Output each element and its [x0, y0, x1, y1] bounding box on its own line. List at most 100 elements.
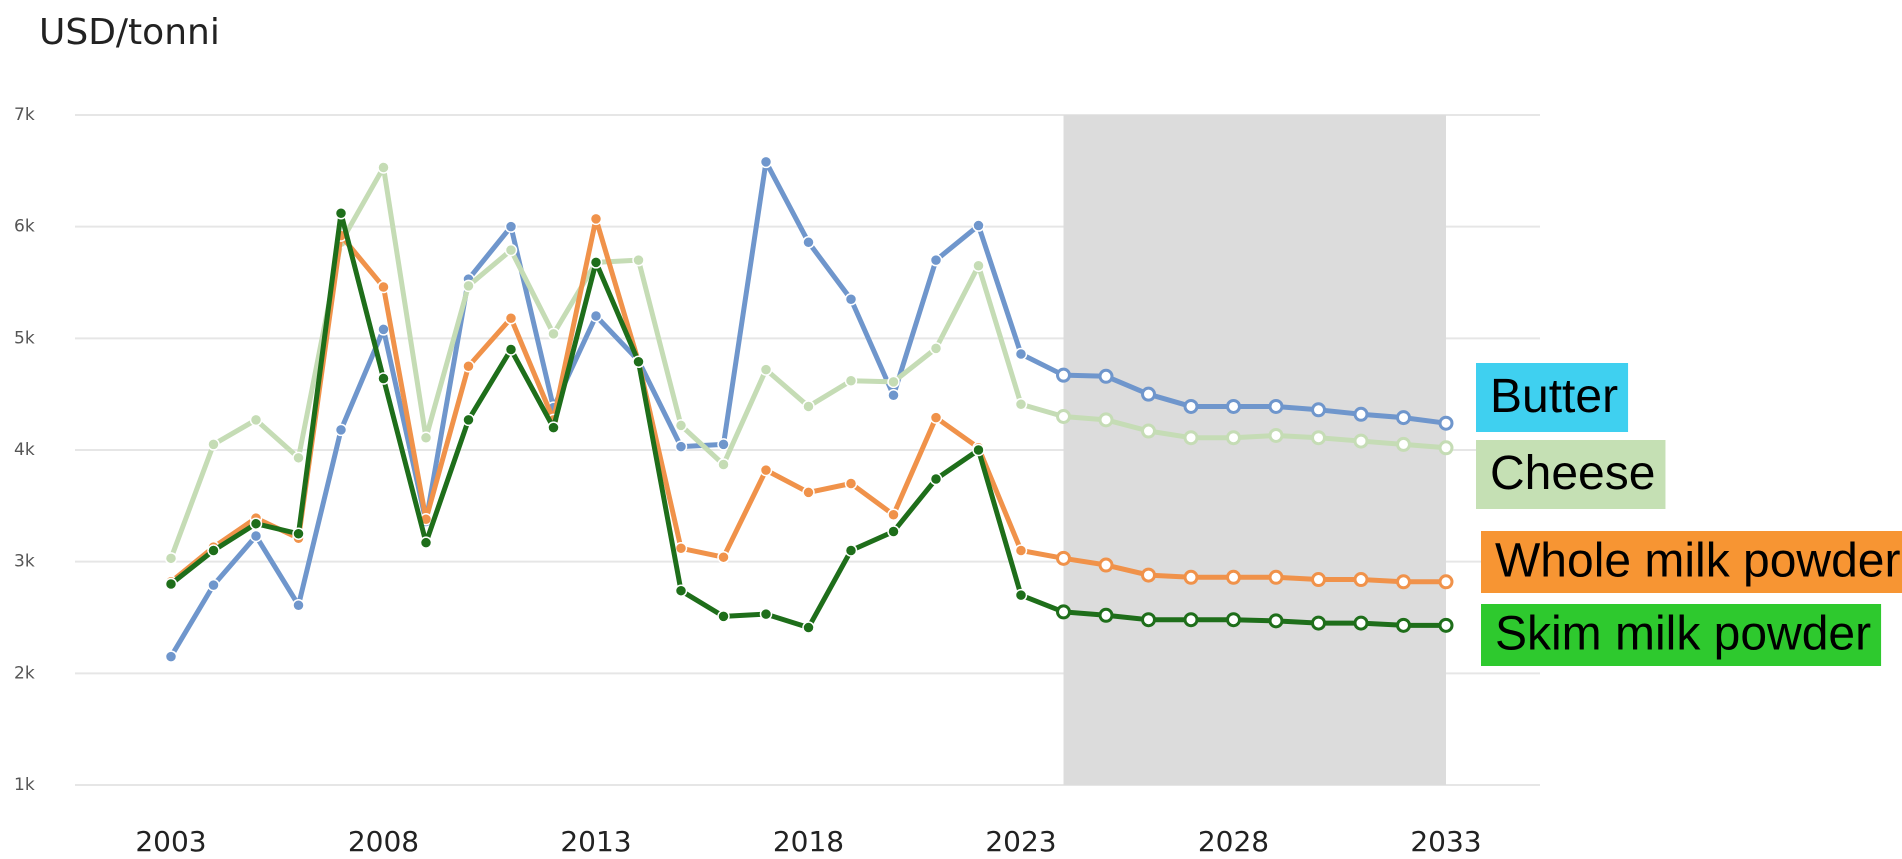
- forecast-point: [1311, 572, 1326, 588]
- data-point: [589, 309, 603, 323]
- forecast-point: [1396, 436, 1411, 452]
- data-point: [929, 253, 943, 267]
- forecast-point: [1226, 398, 1241, 414]
- data-point: [717, 458, 730, 471]
- forecast-point: [1268, 569, 1284, 585]
- data-point: [249, 517, 263, 530]
- data-point: [377, 280, 390, 294]
- forecast-point: [1396, 617, 1411, 633]
- data-point: [717, 438, 730, 451]
- data-point: [462, 279, 475, 293]
- forecast-point: [1438, 415, 1454, 431]
- legend-swatch: [1481, 604, 1882, 666]
- axis-unit-label: USD/tonni: [39, 12, 220, 53]
- data-point: [207, 578, 220, 592]
- data-point: [547, 421, 560, 434]
- x-tick-label: 2013: [560, 825, 631, 858]
- data-point: [547, 327, 560, 341]
- forecast-point: [1183, 612, 1199, 628]
- forecast-point: [1183, 569, 1199, 585]
- data-point: [377, 161, 390, 174]
- data-point: [674, 440, 688, 453]
- forecast-point: [1268, 613, 1284, 629]
- data-point: [632, 355, 645, 369]
- legend-label: Skim milk powder: [1495, 608, 1871, 661]
- data-point: [462, 413, 475, 427]
- data-point: [462, 360, 475, 373]
- data-point: [1014, 588, 1028, 602]
- forecast-point: [1396, 410, 1411, 426]
- forecast-point: [1311, 430, 1326, 446]
- forecast-point: [1353, 406, 1369, 422]
- legend-swatch: [1476, 440, 1666, 509]
- forecast-point: [1056, 604, 1071, 620]
- data-point: [759, 463, 773, 477]
- y-tick-label: 1k: [14, 775, 35, 795]
- forecast-point: [1056, 367, 1071, 383]
- data-point: [334, 423, 348, 437]
- data-point: [929, 342, 943, 355]
- data-point: [844, 544, 858, 557]
- forecast-point: [1098, 368, 1114, 384]
- forecast-point: [1141, 423, 1156, 439]
- data-point: [802, 400, 815, 413]
- forecast-point: [1098, 412, 1114, 428]
- x-tick-label: 2028: [1198, 825, 1269, 858]
- data-point: [759, 155, 773, 169]
- forecast-point: [1056, 550, 1071, 566]
- y-tick-label: 5k: [14, 328, 35, 348]
- data-point: [844, 293, 858, 306]
- data-point: [377, 323, 390, 336]
- legend-label: Butter: [1490, 370, 1618, 423]
- forecast-point: [1311, 402, 1326, 418]
- y-tick-label: 2k: [14, 663, 35, 683]
- forecast-point: [1226, 612, 1241, 628]
- data-point: [589, 256, 603, 269]
- data-point: [844, 374, 858, 388]
- data-point: [972, 443, 985, 457]
- data-point: [717, 550, 730, 564]
- data-point: [887, 375, 900, 389]
- data-point: [504, 311, 518, 325]
- data-point: [292, 451, 305, 465]
- data-point: [844, 477, 858, 490]
- y-tick-label: 6k: [14, 217, 35, 237]
- y-tick-label: 7k: [14, 105, 35, 125]
- forecast-point: [1353, 615, 1369, 631]
- forecast-point: [1396, 574, 1411, 590]
- forecast-point: [1183, 398, 1199, 414]
- forecast-point: [1141, 567, 1156, 583]
- x-tick-label: 2003: [135, 825, 206, 858]
- data-point: [164, 650, 178, 663]
- data-point: [589, 212, 603, 226]
- forecast-point: [1268, 427, 1284, 443]
- forecast-point: [1226, 430, 1241, 446]
- data-point: [802, 486, 815, 499]
- data-point: [674, 584, 688, 597]
- data-point: [419, 431, 433, 444]
- data-point: [292, 527, 305, 540]
- forecast-point: [1141, 386, 1156, 402]
- forecast-point: [1311, 615, 1326, 631]
- data-point: [292, 598, 305, 612]
- forecast-point: [1056, 409, 1071, 424]
- data-point: [504, 243, 518, 257]
- data-point: [377, 372, 390, 385]
- data-point: [972, 259, 985, 272]
- y-tick-label: 4k: [14, 440, 35, 460]
- legend-label: Cheese: [1490, 447, 1655, 500]
- forecast-point: [1183, 430, 1199, 446]
- x-tick-label: 2023: [985, 825, 1056, 858]
- data-point: [717, 610, 730, 623]
- data-point: [504, 343, 518, 356]
- forecast-point: [1438, 574, 1454, 590]
- forecast-point: [1098, 607, 1114, 623]
- x-tick-label: 2033: [1410, 825, 1481, 858]
- forecast-shade: [1063, 115, 1446, 785]
- data-point: [802, 621, 815, 634]
- forecast-point: [1098, 557, 1114, 573]
- data-point: [759, 607, 773, 621]
- data-point: [674, 419, 688, 432]
